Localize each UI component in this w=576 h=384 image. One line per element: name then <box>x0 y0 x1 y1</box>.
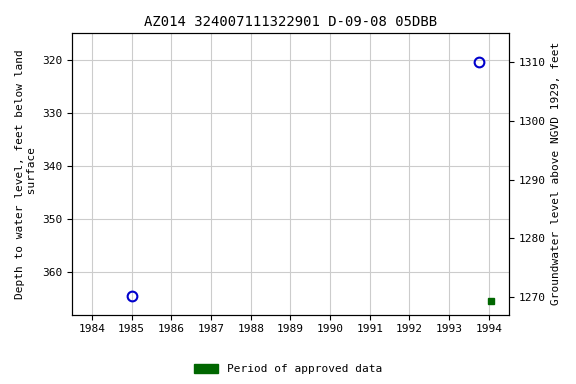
Y-axis label: Groundwater level above NGVD 1929, feet: Groundwater level above NGVD 1929, feet <box>551 42 561 305</box>
Y-axis label: Depth to water level, feet below land
 surface: Depth to water level, feet below land su… <box>15 49 37 299</box>
Title: AZ014 324007111322901 D-09-08 05DBB: AZ014 324007111322901 D-09-08 05DBB <box>144 15 437 29</box>
Legend: Period of approved data: Period of approved data <box>190 359 386 379</box>
